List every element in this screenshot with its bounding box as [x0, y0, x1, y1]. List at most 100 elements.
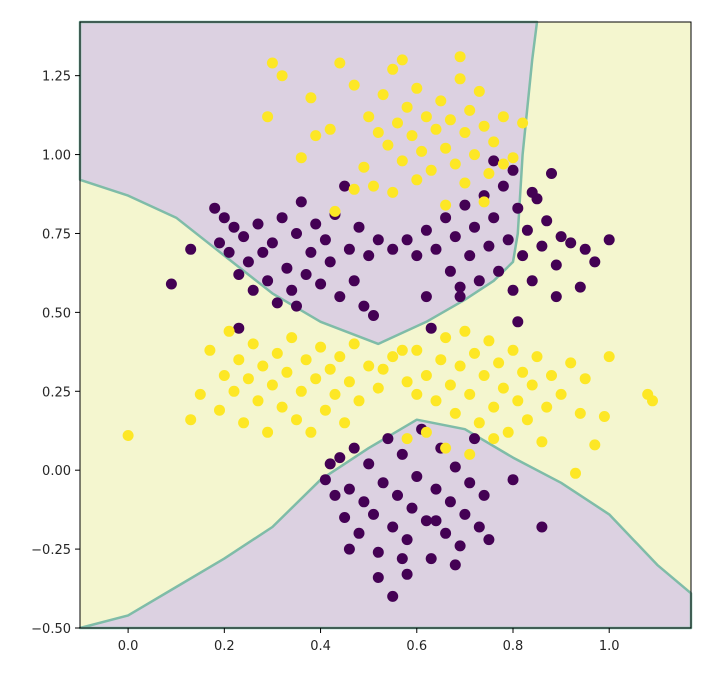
point-class0: [339, 512, 351, 523]
point-class0: [377, 477, 389, 489]
y-axis: −0.50 −0.25 0.00 0.25 0.50 0.75 1.00 1.25: [31, 70, 80, 637]
point-class1: [295, 385, 307, 397]
point-class0: [334, 452, 346, 464]
y-tick-label: 0.00: [42, 464, 71, 479]
point-class0: [444, 496, 456, 508]
point-class0: [483, 240, 495, 252]
point-class1: [493, 357, 505, 369]
point-class1: [435, 354, 447, 366]
point-class1: [420, 370, 432, 381]
point-class0: [387, 243, 399, 255]
point-class1: [262, 111, 274, 123]
point-class1: [469, 347, 480, 359]
point-class0: [372, 572, 384, 583]
point-class0: [420, 515, 432, 527]
y-tick-label: −0.25: [31, 543, 71, 558]
point-class0: [488, 155, 500, 167]
point-class1: [430, 395, 442, 407]
point-class0: [214, 237, 225, 249]
point-class0: [430, 243, 442, 255]
point-class1: [334, 351, 346, 363]
point-class1: [497, 382, 509, 394]
point-class1: [204, 344, 216, 356]
point-class1: [502, 426, 514, 438]
data-points: [122, 51, 658, 602]
point-class0: [521, 224, 533, 236]
point-class1: [579, 373, 591, 385]
point-class0: [353, 527, 365, 539]
point-class1: [276, 70, 288, 82]
point-class1: [329, 205, 341, 217]
point-class1: [214, 404, 225, 416]
point-class1: [488, 433, 500, 445]
point-class0: [262, 275, 274, 287]
y-tick-label: 0.25: [42, 385, 71, 400]
point-class0: [449, 559, 461, 571]
x-tick-label: 0.8: [503, 639, 524, 654]
point-class1: [464, 448, 476, 460]
point-class1: [464, 388, 476, 400]
x-tick-label: 1.0: [599, 639, 620, 654]
point-class1: [488, 401, 500, 413]
point-class1: [266, 57, 278, 69]
point-class0: [420, 224, 432, 236]
point-class1: [242, 373, 254, 385]
point-class1: [266, 379, 278, 391]
point-class1: [647, 395, 658, 407]
point-class1: [387, 351, 399, 363]
point-class1: [185, 414, 197, 426]
point-class1: [218, 370, 230, 381]
x-tick-label: 0.6: [406, 639, 427, 654]
point-class0: [401, 534, 413, 546]
point-class0: [286, 284, 298, 296]
point-class0: [459, 508, 471, 520]
point-class0: [257, 246, 269, 258]
point-class1: [396, 344, 408, 356]
point-class1: [464, 104, 476, 116]
point-class0: [444, 265, 456, 277]
point-class0: [507, 474, 519, 486]
point-class0: [247, 284, 259, 296]
point-class1: [449, 407, 461, 419]
point-class0: [185, 243, 197, 255]
point-class0: [507, 284, 519, 296]
point-class0: [343, 483, 355, 495]
point-class1: [363, 111, 375, 123]
point-class1: [444, 114, 456, 126]
point-class0: [555, 231, 567, 243]
point-class0: [324, 458, 336, 470]
point-class1: [440, 142, 452, 154]
point-class1: [368, 180, 379, 192]
point-class1: [358, 161, 370, 173]
point-class1: [411, 174, 423, 186]
point-class1: [372, 127, 384, 138]
point-class0: [526, 186, 538, 198]
point-class0: [473, 275, 485, 287]
point-class1: [411, 344, 423, 356]
point-class0: [517, 250, 529, 262]
point-class1: [334, 57, 346, 69]
point-class1: [324, 363, 336, 375]
point-class1: [459, 127, 471, 138]
point-class1: [473, 85, 485, 97]
point-class0: [392, 489, 403, 501]
point-class0: [574, 281, 586, 293]
point-class0: [238, 231, 250, 243]
point-class1: [262, 426, 274, 438]
point-class0: [420, 291, 432, 303]
point-class0: [459, 199, 471, 211]
x-tick-label: 0.0: [118, 639, 139, 654]
point-class0: [565, 237, 577, 249]
point-class0: [449, 461, 461, 473]
point-class0: [368, 310, 379, 321]
point-class1: [387, 63, 399, 75]
point-class0: [343, 543, 355, 555]
point-class1: [382, 139, 394, 151]
point-class1: [310, 373, 322, 385]
point-class0: [291, 228, 302, 239]
point-class1: [517, 366, 529, 378]
point-class1: [281, 366, 293, 378]
point-class0: [242, 256, 254, 268]
point-class0: [449, 231, 461, 243]
